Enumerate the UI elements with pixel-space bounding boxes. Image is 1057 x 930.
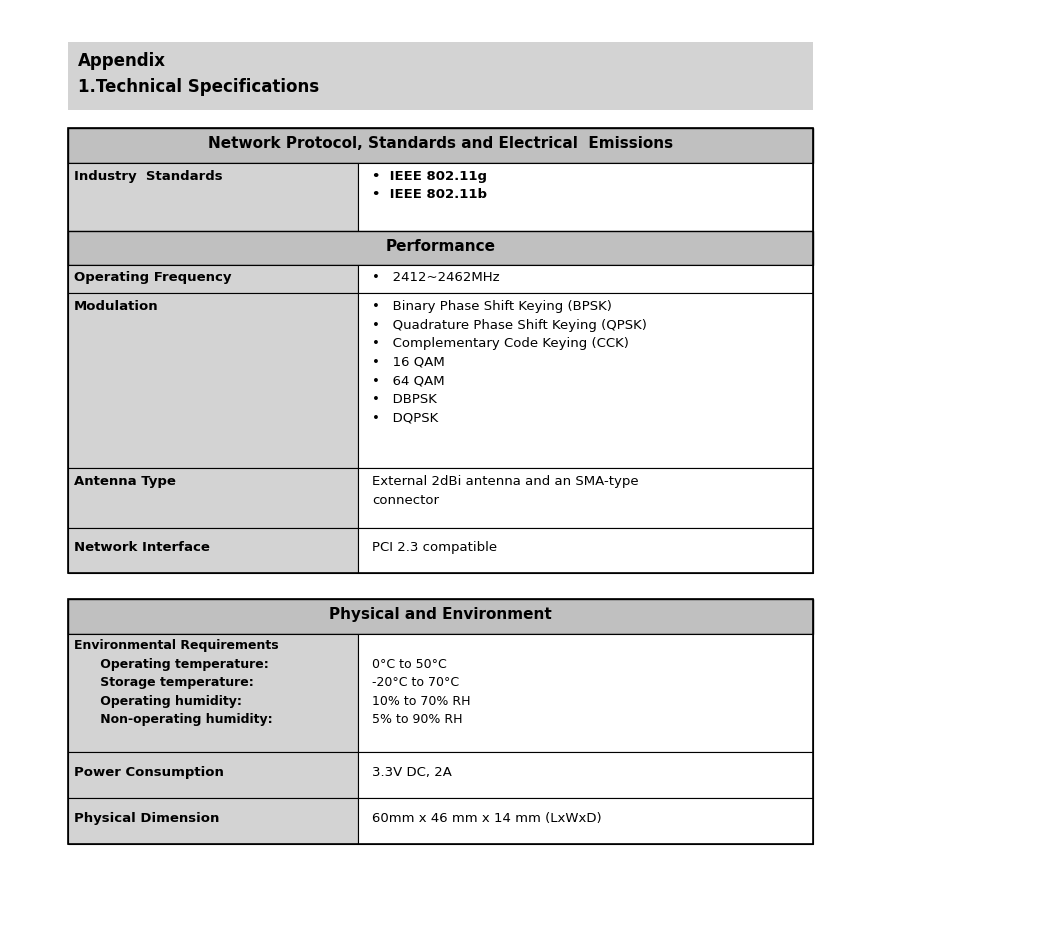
Bar [68, 599, 813, 634]
Bar [68, 163, 358, 231]
Text: •  IEEE 802.11g
•  IEEE 802.11b: • IEEE 802.11g • IEEE 802.11b [372, 170, 487, 202]
Bar [68, 528, 358, 573]
Bar [68, 468, 358, 528]
Text: Network Protocol, Standards and Electrical  Emissions: Network Protocol, Standards and Electric… [208, 136, 673, 151]
Text: Appendix: Appendix [78, 52, 166, 70]
Text: Industry  Standards: Industry Standards [74, 170, 223, 183]
Bar [358, 468, 813, 528]
Text: External 2dBi antenna and an SMA-type
connector: External 2dBi antenna and an SMA-type co… [372, 475, 638, 507]
Text: Physical and Environment: Physical and Environment [329, 607, 552, 622]
Text: Environmental Requirements
      Operating temperature:
      Storage temperatur: Environmental Requirements Operating tem… [74, 639, 279, 726]
Bar [68, 752, 358, 798]
Bar [68, 42, 813, 110]
Text: 0°C to 50°C
-20°C to 70°C
10% to 70% RH
5% to 90% RH: 0°C to 50°C -20°C to 70°C 10% to 70% RH … [372, 639, 470, 726]
Bar [68, 128, 813, 573]
Bar [358, 634, 813, 752]
Text: 1.Technical Specifications: 1.Technical Specifications [78, 78, 319, 96]
Bar [358, 528, 813, 573]
Bar [68, 293, 358, 468]
Bar [68, 634, 358, 752]
Bar [358, 163, 813, 231]
Text: •   2412~2462MHz: • 2412~2462MHz [372, 271, 500, 284]
Text: Modulation: Modulation [74, 300, 159, 313]
Bar [68, 798, 358, 844]
Text: Network Interface: Network Interface [74, 541, 210, 554]
Text: 3.3V DC, 2A: 3.3V DC, 2A [372, 766, 452, 779]
Text: PCI 2.3 compatible: PCI 2.3 compatible [372, 541, 497, 554]
Text: 60mm x 46 mm x 14 mm (LxWxD): 60mm x 46 mm x 14 mm (LxWxD) [372, 812, 601, 825]
Bar [358, 293, 813, 468]
Bar [358, 752, 813, 798]
Bar [358, 265, 813, 293]
Bar [68, 265, 358, 293]
Bar [358, 798, 813, 844]
Text: Operating Frequency: Operating Frequency [74, 271, 231, 284]
Text: Antenna Type: Antenna Type [74, 475, 175, 488]
Text: Power Consumption: Power Consumption [74, 766, 224, 779]
Text: •   Binary Phase Shift Keying (BPSK)
•   Quadrature Phase Shift Keying (QPSK)
• : • Binary Phase Shift Keying (BPSK) • Qua… [372, 300, 647, 424]
Bar [68, 231, 813, 265]
Bar [68, 128, 813, 163]
Text: Performance: Performance [386, 239, 496, 254]
Text: Physical Dimension: Physical Dimension [74, 812, 220, 825]
Bar [68, 599, 813, 844]
